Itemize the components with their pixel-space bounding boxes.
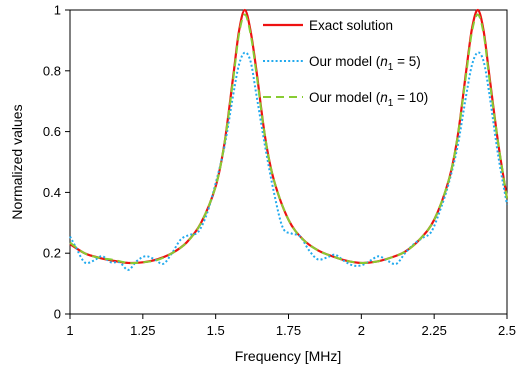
series-line-n1-10	[69, 13, 508, 265]
x-axis-ticks: 1 1.25 1.5 1.75 2 2.25 2.5	[66, 314, 516, 338]
x-tick-label: 2.25	[422, 323, 447, 338]
y-tick-label: 0.8	[43, 63, 61, 78]
x-tick-label: 1.25	[130, 323, 155, 338]
legend-label: Our model (n1 = 5)	[309, 54, 421, 73]
series-line-exact	[69, 8, 509, 265]
legend-entry-exact: Exact solution	[263, 18, 393, 33]
y-tick-label: 0.2	[43, 246, 61, 261]
x-tick-label: 1	[66, 323, 73, 338]
x-tick-label: 2	[358, 323, 365, 338]
y-tick-label: 0.6	[43, 124, 61, 139]
y-tick-label: 0	[54, 307, 61, 322]
legend-label: Exact solution	[309, 18, 393, 33]
x-tick-label: 1.75	[276, 323, 301, 338]
series-line-n1-5	[69, 51, 508, 271]
x-axis-title: Frequency [MHz]	[235, 348, 342, 364]
y-tick-label: 0.4	[43, 185, 61, 200]
series-layer	[69, 8, 509, 271]
x-tick-label: 2.5	[498, 323, 516, 338]
legend-entry-n1-10: Our model (n1 = 10)	[263, 90, 428, 109]
y-axis-ticks: 0 0.2 0.4 0.6 0.8 1	[43, 3, 70, 322]
plot-frame	[69, 9, 508, 315]
legend-entry-n1-5: Our model (n1 = 5)	[263, 54, 421, 73]
x-tick-label: 1.5	[207, 323, 225, 338]
y-tick-label: 1	[54, 3, 61, 18]
legend-label: Our model (n1 = 10)	[309, 90, 428, 109]
y-axis-title: Normalized values	[9, 104, 25, 219]
legend: Exact solution Our model (n1 = 5) Our mode…	[263, 18, 428, 109]
